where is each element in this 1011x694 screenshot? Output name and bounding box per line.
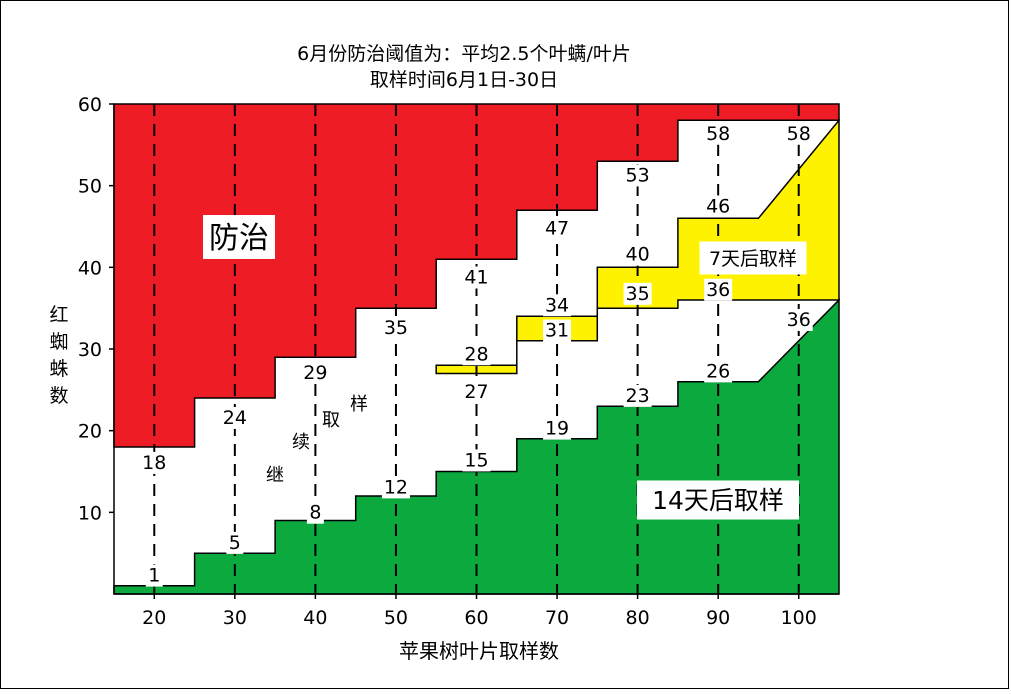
y-axis-label-char-2: 蛛	[49, 358, 68, 380]
x-tick-label-80: 80	[626, 607, 650, 629]
mid-label-0: 28	[464, 343, 488, 365]
mid-label-7-bg	[704, 278, 733, 301]
upper-label-60: 41	[464, 267, 488, 289]
lower-label-60-bg	[462, 449, 491, 472]
continue-label-char-3: 样	[350, 394, 368, 415]
upper-label-60-bg	[462, 266, 491, 289]
x-tick-label-30: 30	[223, 607, 247, 629]
chart-title-line1: 6月份防治阈值为：平均2.5个叶螨/叶片	[297, 43, 631, 65]
mid-label-3-bg	[543, 319, 572, 342]
upper-label-50: 35	[384, 317, 408, 339]
lower-label-30-bg	[226, 531, 244, 554]
upper-label-30-bg	[220, 406, 249, 429]
continue-label-char-2: 取	[322, 410, 340, 431]
sample14-zone-label: 14天后取样	[652, 486, 784, 515]
upper-label-20-bg	[140, 451, 169, 474]
y-tick-label-60: 60	[78, 94, 102, 116]
upper-label-90: 58	[706, 123, 730, 145]
treat-zone-label-box	[203, 215, 275, 259]
mid-label-3: 31	[545, 320, 569, 342]
y-axis-label-char-3: 数	[49, 385, 68, 407]
mid-label-6-bg	[704, 195, 733, 218]
upper-label-50-bg	[381, 317, 410, 340]
y-tick-label-20: 20	[78, 421, 102, 443]
upper-label-70: 47	[545, 218, 569, 240]
mid-label-6: 46	[706, 195, 730, 217]
lower-label-100: 36	[787, 309, 811, 331]
y-axis-label-char-0: 红	[49, 304, 68, 326]
upper-label-40: 29	[303, 362, 327, 384]
x-tick-label-70: 70	[545, 607, 569, 629]
lower-label-50-bg	[381, 476, 410, 499]
lower-label-80-bg	[623, 384, 652, 407]
lower-label-20-bg	[145, 564, 163, 587]
upper-label-30: 24	[223, 407, 247, 429]
lower-label-50: 12	[384, 476, 408, 498]
y-tick-label-50: 50	[78, 176, 102, 198]
treatment-region	[113, 103, 840, 448]
upper-label-100: 58	[787, 123, 811, 145]
mid-label-0-bg	[462, 343, 491, 366]
lower-label-90: 26	[706, 360, 730, 382]
treat-zone-label: 防治	[209, 221, 269, 256]
mid-label-4: 40	[626, 244, 650, 266]
lower-label-40-bg	[306, 501, 324, 524]
mid-label-5: 35	[626, 283, 650, 305]
x-tick-label-50: 50	[384, 607, 408, 629]
x-axis-label: 苹果树叶片取样数	[399, 639, 559, 663]
x-tick-label-20: 20	[142, 607, 166, 629]
sample14-zone-label-box	[637, 480, 799, 520]
lower-label-60: 15	[464, 449, 488, 471]
lower-label-40: 8	[309, 502, 321, 524]
upper-label-100-bg	[784, 122, 813, 145]
y-axis-label-char-1: 蜘	[49, 331, 68, 353]
lower-label-30: 5	[229, 532, 241, 554]
x-tick-label-60: 60	[464, 607, 488, 629]
upper-label-70-bg	[543, 217, 572, 240]
upper-label-40-bg	[301, 362, 330, 385]
y-tick-label-40: 40	[78, 257, 102, 279]
lower-label-70: 19	[545, 418, 569, 440]
continue-label-char-1: 续	[292, 432, 310, 453]
lower-label-70-bg	[543, 417, 572, 440]
y-tick-label-10: 10	[78, 502, 102, 524]
upper-label-20: 18	[142, 452, 166, 474]
mid-label-4-bg	[623, 243, 652, 266]
x-tick-label-90: 90	[706, 607, 730, 629]
lower-label-100-bg	[784, 308, 813, 331]
mid-label-2: 34	[545, 294, 569, 316]
x-tick-label-40: 40	[303, 607, 327, 629]
plot-area: 20 30 40 50 60 70 80 90 100102030405060182429354…	[78, 94, 840, 629]
x-tick-label-100: 100	[781, 607, 817, 629]
mid-label-1-bg	[462, 380, 491, 403]
mid-label-2-bg	[543, 294, 572, 317]
mid-label-5-bg	[623, 282, 652, 305]
lower-label-20: 1	[148, 565, 160, 587]
upper-label-90-bg	[704, 122, 733, 145]
chart-title-line2: 取样时间6月1日-30日	[370, 69, 558, 91]
continue-label-char-0: 继	[266, 465, 284, 486]
sample7-zone-label: 7天后取样	[709, 248, 797, 270]
upper-label-80: 53	[626, 164, 650, 186]
lower-label-90-bg	[704, 360, 733, 383]
mid-label-7: 36	[706, 279, 730, 301]
sample-14-days-region	[113, 298, 840, 595]
sample7-zone-label-box	[699, 241, 807, 275]
y-tick-label-30: 30	[78, 339, 102, 361]
lower-label-80: 23	[626, 385, 650, 407]
upper-label-80-bg	[623, 164, 652, 187]
mid-label-1: 27	[464, 381, 488, 403]
